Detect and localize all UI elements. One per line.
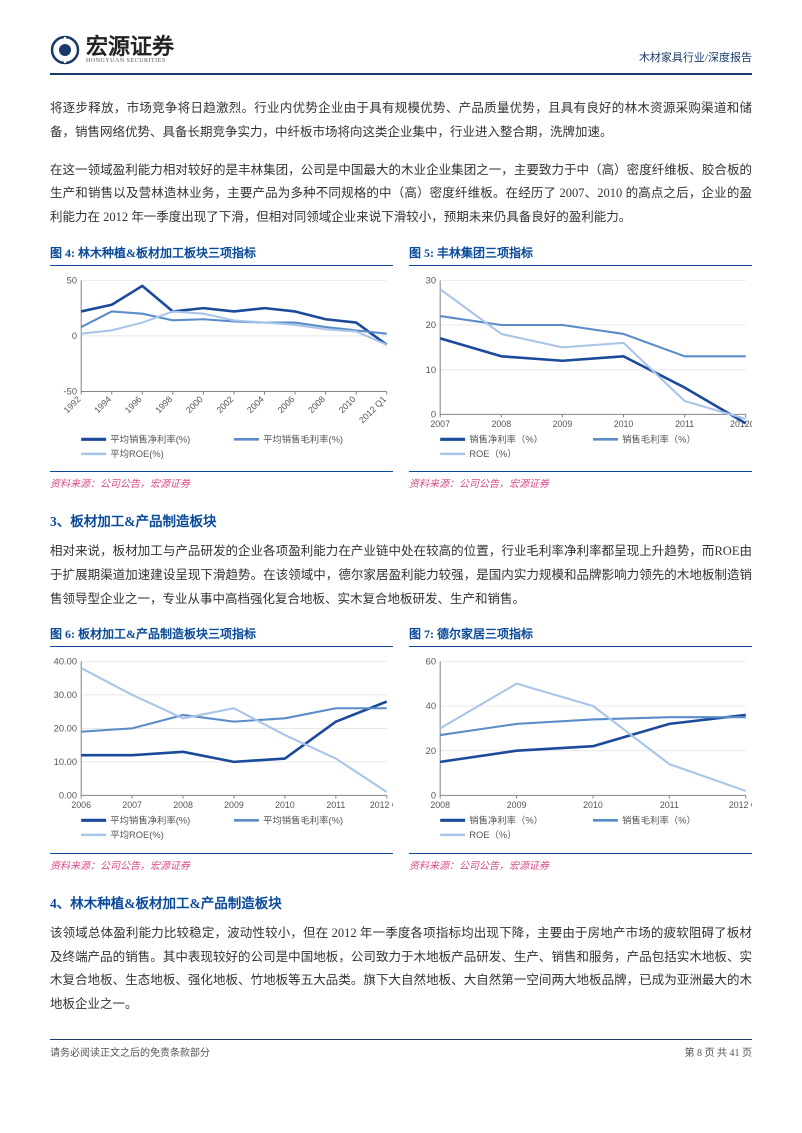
- svg-text:2011: 2011: [675, 419, 694, 429]
- document-header: 宏源证券 HONGYUAN SECURITIES 木材家具行业/深度报告: [50, 35, 752, 65]
- svg-text:2007: 2007: [122, 800, 142, 810]
- svg-text:2008: 2008: [430, 800, 450, 810]
- chart-source: 资料来源：公司公告，宏源证券: [409, 471, 752, 490]
- chart-source: 资料来源：公司公告，宏源证券: [50, 853, 393, 872]
- chart-figure-7: 020406020082009201020112012 Q1销售净利率（%）销售…: [409, 653, 752, 849]
- svg-text:2008: 2008: [491, 419, 511, 429]
- svg-text:30.00: 30.00: [54, 690, 77, 700]
- svg-text:2010: 2010: [614, 419, 634, 429]
- chart-figure-6: 0.0010.0020.0030.0040.002006200720082009…: [50, 653, 393, 849]
- section-heading: 3、板材加工&产品制造板块: [50, 510, 752, 530]
- svg-text:2011: 2011: [660, 800, 679, 810]
- svg-text:2009: 2009: [553, 419, 573, 429]
- chart-title-rule: [409, 265, 752, 266]
- doc-category: 木材家具行业/深度报告: [639, 49, 752, 65]
- svg-text:2004: 2004: [245, 394, 266, 415]
- svg-text:50: 50: [67, 275, 77, 285]
- svg-text:30: 30: [426, 275, 436, 285]
- paragraph: 该领域总体盈利能力比较稳定，波动性较小，但在 2012 年一季度各项指标均出现下…: [50, 922, 752, 1017]
- svg-text:2002: 2002: [214, 394, 235, 415]
- chart-title: 图 7: 德尔家居三项指标: [409, 625, 752, 642]
- svg-text:2010: 2010: [337, 394, 358, 415]
- svg-text:ROE（%）: ROE（%）: [469, 830, 516, 840]
- svg-text:2012 Q1: 2012 Q1: [357, 394, 388, 425]
- footer: 请务必阅读正文之后的免责条款部分 第 8 页 共 41 页: [50, 1040, 752, 1059]
- svg-text:平均销售毛利率(%): 平均销售毛利率(%): [263, 433, 343, 444]
- company-name-en: HONGYUAN SECURITIES: [86, 58, 174, 64]
- svg-text:20.00: 20.00: [54, 724, 77, 734]
- chart-title: 图 5: 丰林集团三项指标: [409, 244, 752, 261]
- svg-text:平均ROE(%): 平均ROE(%): [110, 829, 163, 840]
- company-name: 宏源证券: [86, 36, 174, 58]
- chart-source: 资料来源：公司公告，宏源证券: [409, 853, 752, 872]
- svg-text:1994: 1994: [92, 394, 113, 415]
- svg-text:2009: 2009: [224, 800, 244, 810]
- svg-text:2006: 2006: [276, 394, 297, 415]
- chart-title-rule: [409, 646, 752, 647]
- paragraph: 相对来说，板材加工与产品研发的企业各项盈利能力在产业链中处在较高的位置，行业毛利…: [50, 540, 752, 611]
- chart-title-rule: [50, 265, 393, 266]
- section-heading: 4、林木种植&板材加工&产品制造板块: [50, 892, 752, 912]
- chart-title-rule: [50, 646, 393, 647]
- svg-text:20: 20: [426, 746, 436, 756]
- svg-text:1996: 1996: [123, 394, 144, 415]
- svg-text:1998: 1998: [153, 394, 174, 415]
- svg-text:2008: 2008: [173, 800, 193, 810]
- svg-text:40.00: 40.00: [54, 657, 77, 667]
- svg-text:平均ROE(%): 平均ROE(%): [110, 448, 163, 459]
- chart-source: 资料来源：公司公告，宏源证券: [50, 471, 393, 490]
- svg-text:40: 40: [426, 702, 436, 712]
- svg-text:2008: 2008: [306, 394, 327, 415]
- svg-text:10.00: 10.00: [54, 757, 77, 767]
- svg-text:平均销售净利率(%): 平均销售净利率(%): [110, 815, 190, 826]
- svg-text:2012 Q1: 2012 Q1: [729, 800, 752, 810]
- svg-text:20: 20: [426, 320, 436, 330]
- chart-title: 图 4: 林木种植&板材加工板块三项指标: [50, 244, 393, 261]
- svg-text:2000: 2000: [184, 394, 205, 415]
- svg-text:2011: 2011: [326, 800, 345, 810]
- paragraph: 将逐步释放，市场竞争将日趋激烈。行业内优势企业由于具有规模优势、产品质量优势，且…: [50, 97, 752, 145]
- footer-disclaimer: 请务必阅读正文之后的免责条款部分: [50, 1044, 210, 1059]
- svg-text:销售毛利率（%）: 销售毛利率（%）: [622, 815, 696, 826]
- svg-text:10: 10: [426, 365, 436, 375]
- svg-text:0: 0: [72, 331, 77, 341]
- svg-text:销售净利率（%）: 销售净利率（%）: [469, 815, 543, 826]
- header-rule: [50, 73, 752, 75]
- logo-icon: [50, 35, 80, 65]
- paragraph: 在这一领域盈利能力相对较好的是丰林集团，公司是中国最大的木业企业集团之一，主要致…: [50, 159, 752, 230]
- svg-text:60: 60: [426, 657, 436, 667]
- svg-text:平均销售净利率(%): 平均销售净利率(%): [110, 433, 190, 444]
- svg-text:2010: 2010: [583, 800, 603, 810]
- chart-title: 图 6: 板材加工&产品制造板块三项指标: [50, 625, 393, 642]
- svg-text:2009: 2009: [507, 800, 527, 810]
- svg-text:2007: 2007: [430, 419, 450, 429]
- chart-figure-4: -500501992199419961998200020022004200620…: [50, 272, 393, 468]
- page-number: 第 8 页 共 41 页: [685, 1044, 753, 1059]
- svg-text:平均销售毛利率(%): 平均销售毛利率(%): [263, 815, 343, 826]
- svg-text:2012 Q1: 2012 Q1: [370, 800, 393, 810]
- svg-text:2006: 2006: [71, 800, 91, 810]
- logo-block: 宏源证券 HONGYUAN SECURITIES: [50, 35, 174, 65]
- svg-text:1992: 1992: [62, 394, 83, 415]
- svg-text:销售毛利率（%）: 销售毛利率（%）: [622, 433, 696, 444]
- svg-text:2010: 2010: [275, 800, 295, 810]
- svg-text:销售净利率（%）: 销售净利率（%）: [469, 433, 543, 444]
- svg-text:ROE（%）: ROE（%）: [469, 449, 516, 459]
- chart-figure-5: 0102030200720082009201020112012Q1销售净利率（%…: [409, 272, 752, 468]
